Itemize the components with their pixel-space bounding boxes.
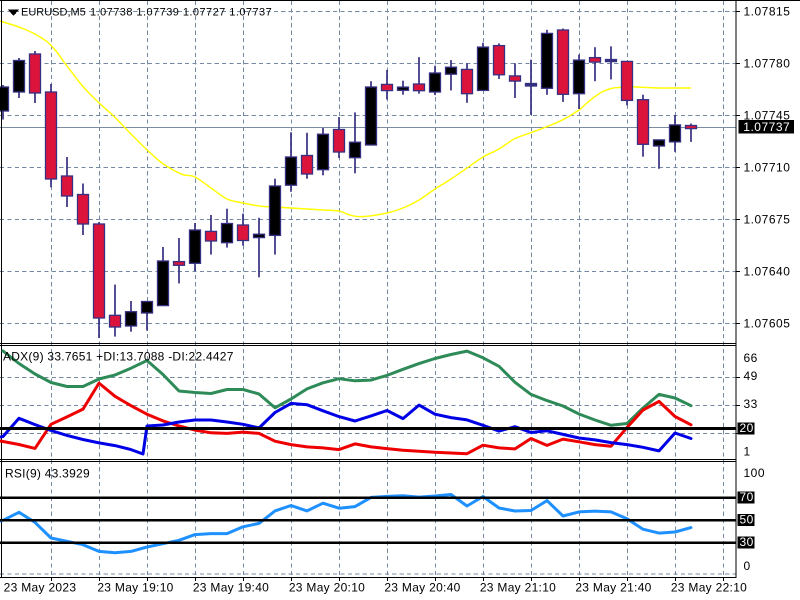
- svg-text:1.07815: 1.07815: [744, 5, 791, 19]
- svg-text:23 May 22:10: 23 May 22:10: [671, 581, 747, 595]
- svg-text:33: 33: [744, 397, 758, 411]
- svg-text:23 May 19:40: 23 May 19:40: [193, 581, 269, 595]
- svg-text:23 May 19:10: 23 May 19:10: [97, 581, 173, 595]
- svg-text:23 May 21:40: 23 May 21:40: [575, 581, 651, 595]
- svg-text:1.07675: 1.07675: [744, 213, 791, 227]
- svg-text:1.07605: 1.07605: [744, 317, 791, 331]
- svg-text:RSI(9) 43.3929: RSI(9) 43.3929: [5, 467, 90, 481]
- svg-text:1.07710: 1.07710: [744, 161, 791, 175]
- svg-text:ADX(9) 33.7651 +DI:13.7088 -DI: ADX(9) 33.7651 +DI:13.7088 -DI:22.4427: [3, 350, 234, 364]
- svg-text:20: 20: [740, 421, 754, 435]
- svg-text:1: 1: [744, 445, 751, 459]
- svg-text:23 May 20:10: 23 May 20:10: [289, 581, 365, 595]
- svg-text:23 May 20:40: 23 May 20:40: [384, 581, 460, 595]
- svg-text:100: 100: [744, 466, 766, 480]
- svg-text:1.07737: 1.07737: [743, 120, 790, 134]
- svg-text:0: 0: [744, 559, 751, 573]
- svg-text:1.07640: 1.07640: [744, 265, 791, 279]
- svg-text:EURUSD,M5: EURUSD,M5: [21, 7, 86, 19]
- svg-text:70: 70: [740, 490, 754, 504]
- svg-text:1.07780: 1.07780: [744, 57, 791, 71]
- svg-text:1.07745: 1.07745: [744, 109, 791, 123]
- svg-text:66: 66: [744, 351, 758, 365]
- svg-text:23 May 21:10: 23 May 21:10: [480, 581, 556, 595]
- svg-text:50: 50: [740, 513, 754, 527]
- svg-text:1.07738 1.07739 1.07727 1.0773: 1.07738 1.07739 1.07727 1.07737: [90, 7, 272, 19]
- svg-text:30: 30: [740, 535, 754, 549]
- svg-text:49: 49: [744, 369, 758, 383]
- svg-text:23 May 2023: 23 May 2023: [4, 581, 77, 595]
